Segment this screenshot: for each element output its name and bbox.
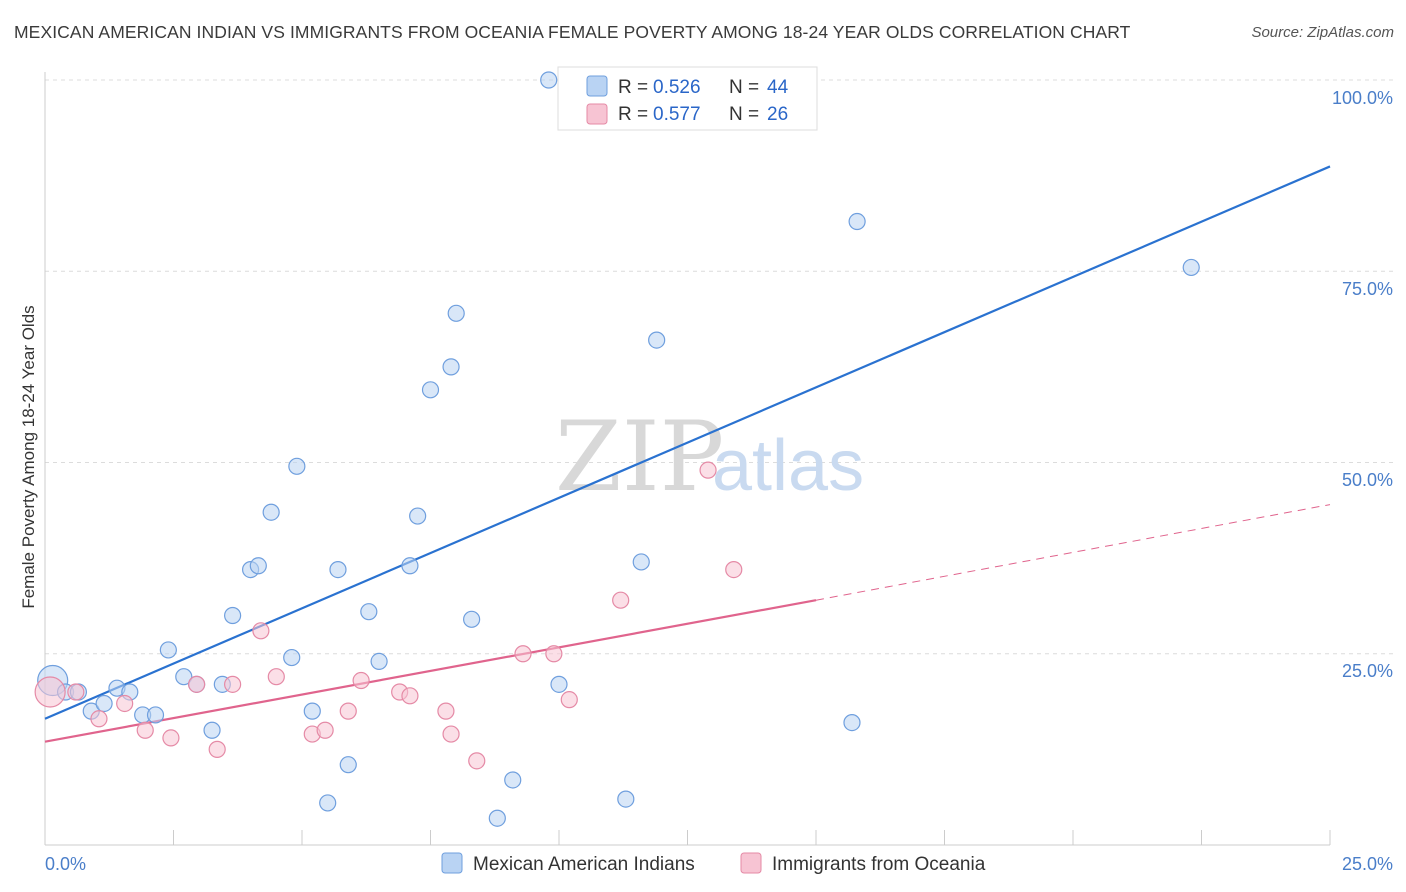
data-point — [360, 603, 378, 621]
data-point — [316, 721, 334, 739]
data-point — [339, 702, 357, 720]
watermark-atlas: atlas — [712, 426, 864, 506]
y-tick-label: 25.0% — [1342, 661, 1393, 681]
data-point — [95, 694, 113, 713]
y-tick-labels: 100.0% 75.0% 50.0% 25.0% — [1332, 88, 1393, 681]
legend-n-value-1: 44 — [767, 77, 789, 98]
data-point — [116, 694, 134, 713]
data-point — [437, 702, 455, 720]
data-point — [545, 645, 563, 663]
legend-r-value-1: 0.526 — [653, 77, 701, 98]
y-tick-label: 50.0% — [1342, 470, 1393, 490]
data-point — [442, 358, 460, 376]
legend-swatch-blue — [586, 75, 608, 97]
series-legend: Mexican American Indians Immigrants from… — [441, 852, 986, 875]
data-point — [252, 622, 270, 640]
data-point — [175, 668, 193, 686]
data-point — [90, 710, 108, 728]
stats-legend: R = 0.526 N = 44 R = 0.577 N = 26 — [557, 66, 818, 131]
legend-n-label-2: N = — [729, 104, 759, 125]
data-point — [540, 71, 558, 89]
data-point — [188, 675, 206, 693]
data-point — [67, 683, 85, 701]
data-point — [447, 304, 465, 322]
y-tick-label: 75.0% — [1342, 279, 1393, 299]
x-axis-ticks — [173, 830, 1331, 845]
data-point — [329, 560, 347, 579]
data-point — [612, 591, 630, 609]
data-point — [319, 794, 337, 812]
data-point — [401, 687, 419, 705]
bottom-legend-swatch-blue — [441, 852, 463, 874]
data-point — [249, 557, 267, 575]
data-point — [267, 668, 285, 686]
data-point — [283, 648, 301, 667]
source-credit: Source: ZipAtlas.com — [1251, 24, 1394, 41]
legend-swatch-pink — [586, 103, 608, 125]
chart-title: MEXICAN AMERICAN INDIAN VS IMMIGRANTS FR… — [14, 22, 1131, 42]
data-point — [848, 212, 866, 231]
bottom-legend-label-2: Immigrants from Oceania — [772, 854, 986, 875]
trend-line-immigrants-from-oceania — [44, 599, 817, 743]
data-point — [159, 641, 177, 659]
data-point — [203, 721, 221, 739]
data-point — [224, 675, 242, 693]
data-point — [208, 740, 226, 758]
bottom-legend-swatch-pink — [740, 852, 762, 874]
data-point — [34, 676, 66, 708]
data-point — [409, 507, 427, 525]
data-point — [488, 809, 506, 827]
data-point — [262, 503, 280, 521]
data-point — [136, 721, 154, 739]
legend-r-label-2: R = — [618, 104, 648, 125]
data-point — [560, 691, 578, 709]
data-point — [339, 756, 357, 774]
series-immigrants-from-oceania — [34, 461, 743, 770]
data-point — [421, 381, 440, 399]
data-point — [303, 702, 321, 720]
x-tick-label-start: 0.0% — [45, 854, 86, 874]
data-point — [224, 606, 242, 625]
trend-line-immigrants-from-oceania-extrapolated — [815, 504, 1331, 601]
data-point — [632, 553, 650, 571]
data-point — [699, 461, 717, 479]
y-tick-label: 100.0% — [1332, 88, 1393, 108]
legend-r-value-2: 0.577 — [653, 104, 701, 125]
data-point — [843, 713, 861, 732]
data-point — [401, 557, 419, 575]
watermark: ZIP atlas — [555, 401, 864, 513]
data-point — [442, 725, 460, 743]
data-point — [162, 729, 180, 747]
y-axis-title: Female Poverty Among 18-24 Year Olds — [19, 305, 38, 608]
data-point — [550, 675, 568, 693]
data-point — [288, 457, 306, 475]
data-point — [463, 610, 481, 628]
legend-r-label-1: R = — [618, 77, 648, 98]
watermark-zip: ZIP — [555, 401, 724, 513]
data-point — [468, 752, 486, 770]
data-point — [1182, 258, 1200, 277]
trend-line-mexican-american-indians — [44, 165, 1331, 720]
data-point — [146, 706, 165, 724]
x-tick-label-end: 25.0% — [1342, 854, 1393, 874]
data-point — [504, 771, 522, 789]
legend-n-value-2: 26 — [767, 104, 788, 125]
bottom-legend-label-1: Mexican American Indians — [473, 854, 695, 875]
data-point — [617, 790, 635, 808]
data-point — [514, 645, 532, 663]
data-point — [370, 652, 388, 671]
data-point — [352, 671, 370, 690]
data-point — [648, 331, 666, 349]
legend-n-label-1: N = — [729, 77, 759, 98]
data-point — [725, 560, 743, 579]
